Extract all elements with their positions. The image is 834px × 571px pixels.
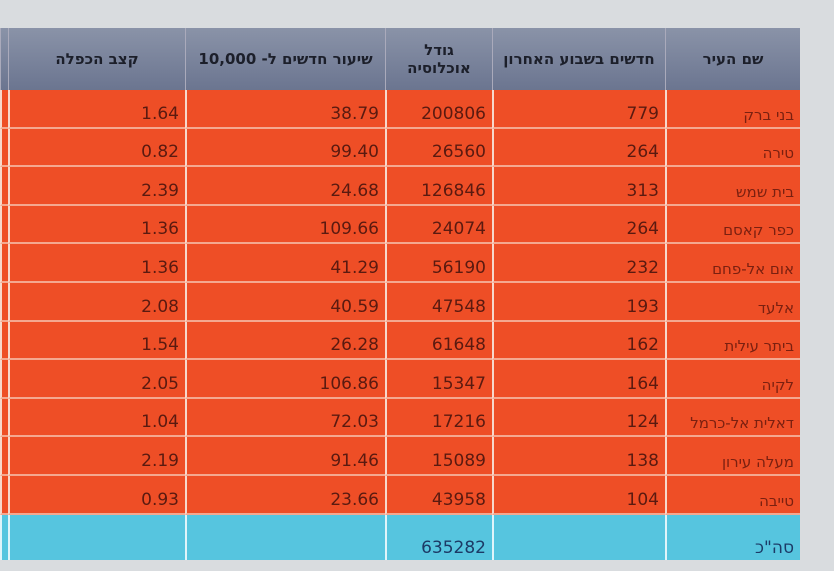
number-cell: 109.66 [185,205,385,245]
number-cell: 138 [492,437,665,476]
total-cell: 635282 [385,514,492,560]
column-header: שם העיר [665,28,800,90]
table: שם העיר חדשים בשבוע האחרון גודל אוכלוסיה שי… [0,28,800,560]
number-cell: 232 [492,244,665,283]
number-cell: 1.36 [8,244,185,283]
city-name: טירה [665,128,800,168]
number-cell: 164 [492,360,665,399]
number-cell: 26.28 [185,321,385,361]
city-name: לקיה [665,360,800,399]
total-label: סה"כ [665,514,800,560]
number-cell: 61648 [385,321,492,361]
column-header: חדשים בשבוע האחרון [492,28,665,90]
city-name: אום אל-פחם [665,244,800,283]
city-name: טייבה [665,476,800,515]
number-cell: 40.59 [185,283,385,322]
number-cell: 17216 [385,398,492,438]
number-cell: 43958 [385,476,492,515]
number-cell: 72.03 [185,398,385,438]
number-cell: 313 [492,167,665,206]
number-cell: 1.36 [8,205,185,245]
number-cell: 1.64 [8,90,185,129]
number-cell: 106.86 [185,360,385,399]
number-cell: 162 [492,321,665,361]
number-cell: 193 [492,283,665,322]
number-cell: 0.93 [8,476,185,515]
column-header: שיעור חדשים ל- 10,000 [185,28,385,90]
column-header: קצב הכפלה [8,28,185,90]
total-cell [8,514,185,560]
number-cell: 2.19 [8,437,185,476]
number-cell: 2.39 [8,167,185,206]
column-header: גודל אוכלוסיה [385,28,492,90]
number-cell: 124 [492,398,665,438]
number-cell: 99.40 [185,128,385,168]
total-cell [492,514,665,560]
number-cell: 0.82 [8,128,185,168]
number-cell: 26560 [385,128,492,168]
number-cell: 200806 [385,90,492,129]
number-cell: 38.79 [185,90,385,129]
number-cell: 1.04 [8,398,185,438]
number-cell: 2.05 [8,360,185,399]
number-cell: 56190 [385,244,492,283]
number-cell: 91.46 [185,437,385,476]
number-cell: 24074 [385,205,492,245]
number-cell: 264 [492,128,665,168]
city-name: כפר קאסם [665,205,800,245]
number-cell: 126846 [385,167,492,206]
city-name: בית שמש [665,167,800,206]
number-cell: 24.68 [185,167,385,206]
number-cell: 2.08 [8,283,185,322]
city-name: אלעד [665,283,800,322]
number-cell: 47548 [385,283,492,322]
number-cell: 264 [492,205,665,245]
number-cell: 15347 [385,360,492,399]
city-name: בני ברק [665,90,800,129]
total-cell [185,514,385,560]
city-name: ביתר עילית [665,321,800,361]
city-name: דאלית אל-כרמל [665,398,800,438]
city-name: מעלה עירון [665,437,800,476]
number-cell: 1.54 [8,321,185,361]
number-cell: 23.66 [185,476,385,515]
number-cell: 15089 [385,437,492,476]
number-cell: 779 [492,90,665,129]
number-cell: 41.29 [185,244,385,283]
number-cell: 104 [492,476,665,515]
